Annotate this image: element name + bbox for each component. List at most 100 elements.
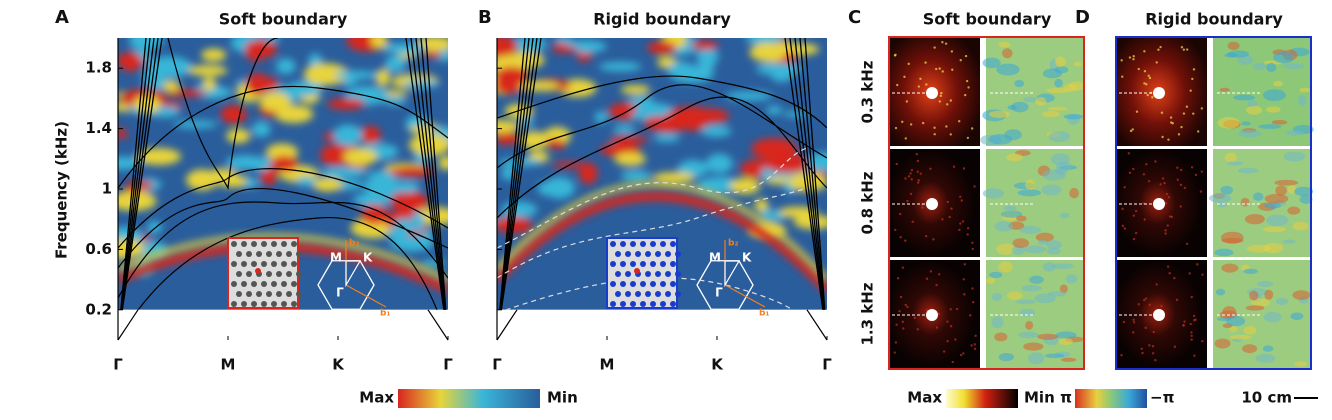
amplitude-dot xyxy=(1179,205,1182,208)
phase-patch xyxy=(1227,161,1244,166)
amplitude-dot xyxy=(965,79,969,83)
amplitude-dot xyxy=(1132,318,1135,321)
amplitude-dot xyxy=(1192,112,1195,115)
phase-patch xyxy=(1023,342,1044,351)
amplitude-dot xyxy=(1160,111,1164,114)
amplitude-dot xyxy=(903,75,906,79)
dashed-band xyxy=(497,147,808,249)
blob xyxy=(408,133,448,156)
amplitude-dot xyxy=(916,159,920,163)
amplitude-dot xyxy=(1154,160,1157,163)
band xyxy=(415,38,446,310)
lattice-hole xyxy=(296,251,302,257)
lattice-hole xyxy=(665,291,671,297)
phase-patch xyxy=(1011,101,1029,113)
phase-patch xyxy=(1265,106,1281,113)
band xyxy=(784,38,824,310)
phase-patch xyxy=(1220,185,1233,195)
lattice-hole xyxy=(620,261,626,267)
row-label: 1.3 kHz xyxy=(859,282,877,345)
blob xyxy=(323,132,337,142)
lattice-hole xyxy=(231,301,237,307)
blob xyxy=(765,153,811,174)
blob xyxy=(630,112,650,120)
phase-patch xyxy=(1290,312,1304,320)
blob xyxy=(725,91,773,101)
x-tick-label: Γ xyxy=(443,356,453,374)
amplitude-dot xyxy=(1189,322,1192,326)
blob xyxy=(554,38,574,44)
phase-patch xyxy=(1065,274,1078,284)
amplitude-dot xyxy=(960,199,963,202)
lattice-hole xyxy=(231,281,237,287)
blob xyxy=(393,218,414,234)
amplitude-dot xyxy=(1132,58,1135,61)
amplitude-dot xyxy=(909,192,913,196)
amplitude-dot xyxy=(1188,272,1191,275)
amplitude-dot xyxy=(904,239,907,242)
lattice-hole xyxy=(670,301,676,307)
blob xyxy=(163,80,180,92)
amplitude-dot xyxy=(1165,192,1169,196)
inset-label: b₂ xyxy=(349,239,359,249)
phase-patch xyxy=(1294,361,1308,367)
amplitude-dot xyxy=(1190,334,1193,338)
blob xyxy=(701,125,732,137)
heatmap xyxy=(118,38,448,310)
lattice-hole xyxy=(655,271,661,277)
lattice-hole xyxy=(670,261,676,267)
phase-patch xyxy=(1023,96,1038,103)
blob xyxy=(370,38,388,49)
lattice-hole xyxy=(670,241,676,247)
amplitude-dot xyxy=(1122,320,1126,324)
amplitude-dot xyxy=(1160,304,1163,308)
phase-patch xyxy=(1000,210,1023,218)
lattice-hole xyxy=(246,291,252,297)
amplitude-dot xyxy=(899,295,903,299)
blob xyxy=(497,38,518,58)
blob xyxy=(383,97,407,106)
amplitude-dot xyxy=(1143,298,1146,302)
phase-patch xyxy=(1037,333,1059,340)
phase-patch xyxy=(1243,325,1257,335)
blob xyxy=(276,58,296,75)
amplitude-dot xyxy=(907,62,910,66)
band xyxy=(137,216,438,310)
blob xyxy=(244,39,277,59)
amplitude-dot xyxy=(1155,61,1158,64)
amplitude-dot xyxy=(1189,89,1192,92)
amplitude-dot xyxy=(921,206,924,209)
blob xyxy=(206,168,239,185)
phase-patch xyxy=(1073,61,1082,67)
blob xyxy=(196,86,232,99)
x-tick-label: K xyxy=(711,356,724,374)
amplitude-dot xyxy=(1146,93,1149,97)
amplitude-dot xyxy=(1143,82,1146,85)
lattice-hole xyxy=(660,301,666,307)
source xyxy=(1153,198,1165,210)
lattice-hole xyxy=(670,281,676,287)
phase-patch xyxy=(1258,124,1282,129)
panel-letter: C xyxy=(848,7,861,28)
blob xyxy=(393,181,420,193)
band xyxy=(118,85,448,189)
blob xyxy=(766,105,783,115)
blob xyxy=(755,62,803,76)
amplitude-dot xyxy=(898,212,902,216)
amplitude-dot xyxy=(941,40,944,44)
amplitude-dot xyxy=(906,199,909,203)
lattice-hole xyxy=(261,301,267,307)
blob xyxy=(620,170,652,182)
amplitude-dot xyxy=(909,172,912,175)
amplitude-dot xyxy=(1163,181,1166,185)
phase-patch xyxy=(1007,291,1023,300)
amplitude-dot xyxy=(894,341,898,344)
blob xyxy=(270,155,299,172)
amplitude-dot xyxy=(971,247,974,251)
amplitude-dot xyxy=(1180,125,1183,129)
amplitude-dot xyxy=(896,277,900,280)
x-tick-label: K xyxy=(332,356,345,374)
amplitude-dot xyxy=(1196,263,1199,266)
phase-patch xyxy=(1274,179,1299,186)
